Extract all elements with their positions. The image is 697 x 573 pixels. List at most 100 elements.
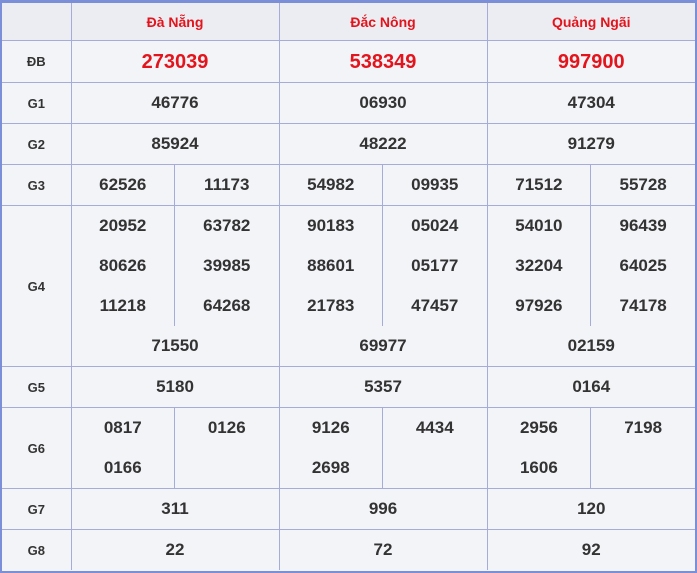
prize-number: 47457 — [411, 296, 459, 315]
prize-number: 80626 — [99, 256, 147, 275]
prize-cell: 46776 — [70, 82, 280, 124]
prize-cell: 48222 — [278, 123, 488, 165]
prize-number: 273039 — [141, 50, 209, 73]
prize-number: 55728 — [619, 175, 667, 194]
prize-row-g5: G5 5180 5357 0164 — [2, 366, 695, 408]
prize-number: 71550 — [151, 336, 199, 355]
prize-row-g4: G4 20952 80626 11218 63782 39985 64268 71550 901… — [2, 205, 696, 367]
prize-number: 120 — [577, 499, 606, 518]
prize-number: 1606 — [519, 458, 558, 477]
prize-number: 11173 — [204, 175, 250, 194]
prize-cell: 22 — [70, 529, 280, 570]
prize-number: 54010 — [515, 216, 563, 235]
pair-right: 0126 — [175, 408, 279, 488]
prize-cell: 311 — [70, 488, 280, 530]
prize-number: 997900 — [557, 50, 625, 73]
prize-cell: 91279 — [486, 123, 695, 165]
prize-cell: 0164 — [486, 366, 695, 408]
province-header[interactable]: Đà Nẵng — [70, 3, 280, 41]
prize-cell: 54982 09935 — [278, 164, 488, 206]
prize-number: 47304 — [567, 93, 615, 112]
prize-number: 88601 — [307, 256, 355, 275]
prize-cell: 273039 — [70, 40, 280, 83]
pair-left: 9126 2698 — [280, 408, 383, 488]
prize-cell: 538349 — [278, 40, 488, 83]
prize-number: 9126 — [311, 418, 350, 437]
prize-cell: 85924 — [70, 123, 280, 165]
prize-number: 64268 — [203, 296, 251, 315]
prize-number: 63782 — [203, 216, 251, 235]
prize-row-g1: G1 46776 06930 47304 — [2, 82, 695, 124]
prize-cell: 997900 — [486, 40, 695, 83]
number-pair: 62526 11173 — [72, 165, 279, 205]
prize-cell: 06930 — [278, 82, 488, 124]
number-pair: 9126 2698 4434 — [280, 408, 487, 488]
prize-row-đb: ĐB 273039 538349 997900 — [2, 40, 695, 83]
prize-row-g6: G6 0817 0166 0126 9126 2698 4434 2956 1606 7198 — [2, 407, 696, 489]
prize-number: 90183 — [307, 216, 355, 235]
prize-number: 39985 — [203, 256, 251, 275]
prize-number: 7198 — [624, 418, 663, 437]
grid-right: 05024 05177 47457 — [383, 206, 487, 326]
prize-label: G8 — [2, 529, 72, 570]
prize-number: 72 — [373, 540, 393, 559]
prize-number: 85924 — [151, 134, 199, 153]
number-grid: 54010 32204 97926 96439 64025 74178 — [488, 206, 696, 326]
province-header[interactable]: Quảng Ngãi — [486, 3, 695, 41]
prize-number: 21783 — [307, 296, 355, 315]
prize-number: 0817 — [103, 418, 142, 437]
pair-right: 4434 — [383, 408, 487, 488]
prize-number: 48222 — [359, 134, 407, 153]
prize-label: ĐB — [2, 40, 72, 83]
prize-number: 05177 — [411, 256, 459, 275]
pair-right: 09935 — [383, 165, 487, 205]
prize-number: 09935 — [411, 175, 459, 194]
prize-number: 71512 — [515, 175, 563, 194]
prize-number: 54982 — [307, 175, 355, 194]
prize-number: 0166 — [103, 458, 142, 477]
prize-number: 2698 — [311, 458, 350, 477]
prize-cell: 0817 0166 0126 — [70, 407, 280, 489]
prize-label: G3 — [2, 164, 72, 206]
grid-left: 54010 32204 97926 — [488, 206, 592, 326]
prize-row-g7: G7 311 996 120 — [2, 488, 695, 530]
prize-row-g2: G2 85924 48222 91279 — [2, 123, 695, 165]
pair-left: 62526 — [72, 165, 175, 205]
header-row: Đà Nẵng Đắc Nông Quảng Ngãi — [2, 3, 695, 41]
prize-number: 64025 — [619, 256, 667, 275]
prize-number: 62526 — [99, 175, 147, 194]
prize-cell: 5180 — [70, 366, 280, 408]
prize-cell: 72 — [278, 529, 488, 570]
number-pair: 54982 09935 — [280, 165, 487, 205]
prize-cell: 92 — [486, 529, 695, 570]
grid-left: 20952 80626 11218 — [72, 206, 175, 326]
province-header[interactable]: Đắc Nông — [278, 3, 488, 41]
lottery-results-table: Đà Nẵng Đắc Nông Quảng Ngãi ĐB 273039 5383… — [2, 3, 695, 570]
pair-right: 11173 — [175, 165, 279, 205]
prize-label: G2 — [2, 123, 72, 165]
prize-number: 69977 — [359, 336, 407, 355]
prize-number: 996 — [368, 499, 398, 518]
pair-left: 71512 — [488, 165, 592, 205]
prize-number: 91279 — [567, 134, 615, 153]
prize-number: 22 — [165, 540, 185, 559]
prize-number: 538349 — [349, 50, 417, 73]
number-pair: 71512 55728 — [488, 165, 696, 205]
pair-left: 2956 1606 — [488, 408, 592, 488]
prize-number: 0164 — [572, 377, 611, 396]
prize-number: 05024 — [411, 216, 459, 235]
prize-cell: 62526 11173 — [70, 164, 280, 206]
prize-number: 92 — [581, 540, 601, 559]
number-pair: 2956 1606 7198 — [488, 408, 696, 488]
number-pair: 0817 0166 0126 — [72, 408, 279, 488]
prize-number: 06930 — [359, 93, 407, 112]
prize-label: G6 — [2, 407, 72, 489]
prize-number: 02159 — [567, 336, 615, 355]
grid-left: 90183 88601 21783 — [280, 206, 383, 326]
header-corner — [2, 3, 72, 41]
prize-label: G4 — [2, 205, 72, 367]
number-grid: 90183 88601 21783 05024 05177 47457 — [280, 206, 487, 326]
prize-row-g3: G3 62526 11173 54982 09935 71512 55728 — [2, 164, 696, 206]
prize-cell: 5357 — [278, 366, 488, 408]
